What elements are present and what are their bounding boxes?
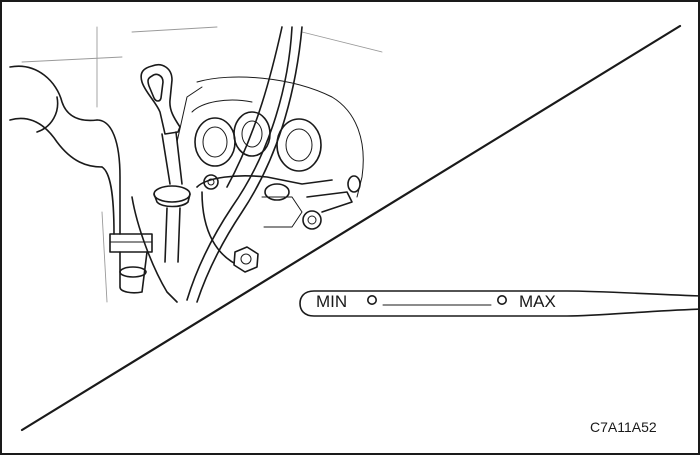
dipstick-handle — [140, 64, 191, 263]
min-mark-hole — [366, 294, 377, 305]
max-mark-hole — [496, 294, 507, 305]
bolt-upper — [203, 174, 219, 190]
bolt-lower — [233, 246, 259, 273]
engine-port-left — [194, 117, 236, 167]
figure-code: C7A11A52 — [590, 419, 657, 435]
engine-bay-drawing — [9, 26, 383, 303]
diagonal-divider — [20, 24, 682, 432]
max-label: MAX — [519, 292, 556, 311]
coolant-hose — [9, 65, 153, 294]
min-label: MIN — [316, 292, 347, 311]
engine-port-right — [276, 118, 322, 172]
cable-tubes — [131, 26, 303, 303]
